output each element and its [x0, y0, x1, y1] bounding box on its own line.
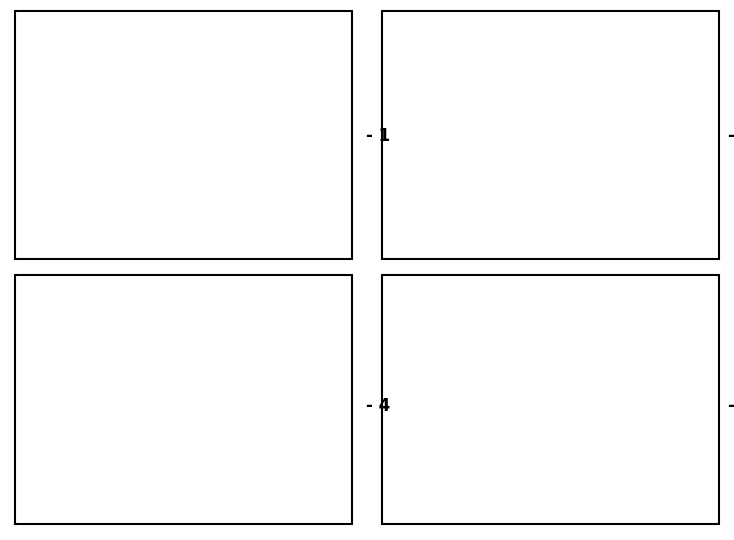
Circle shape [580, 476, 589, 482]
Circle shape [432, 476, 440, 482]
Text: - 6: - 6 [728, 397, 734, 415]
Circle shape [432, 152, 440, 158]
Circle shape [101, 294, 117, 306]
Text: - 4: - 4 [366, 397, 390, 415]
FancyBboxPatch shape [562, 397, 702, 501]
Circle shape [620, 122, 629, 129]
Circle shape [512, 152, 521, 158]
Circle shape [668, 122, 677, 129]
FancyBboxPatch shape [647, 38, 683, 53]
Circle shape [432, 211, 440, 218]
Polygon shape [42, 375, 224, 415]
Circle shape [526, 122, 534, 129]
FancyBboxPatch shape [647, 55, 683, 71]
Circle shape [91, 287, 128, 314]
Circle shape [512, 416, 521, 423]
FancyBboxPatch shape [418, 320, 454, 335]
Polygon shape [0, 36, 217, 239]
Circle shape [161, 49, 200, 77]
FancyBboxPatch shape [647, 302, 683, 318]
Circle shape [675, 152, 683, 158]
Circle shape [479, 387, 487, 393]
Text: 2: 2 [42, 19, 55, 37]
Circle shape [675, 211, 683, 218]
Polygon shape [214, 28, 251, 53]
FancyBboxPatch shape [574, 407, 689, 491]
Circle shape [668, 387, 677, 393]
Circle shape [180, 417, 200, 432]
Polygon shape [184, 375, 224, 494]
Polygon shape [624, 439, 650, 467]
Circle shape [526, 387, 534, 393]
Circle shape [573, 387, 582, 393]
Circle shape [275, 110, 308, 133]
FancyBboxPatch shape [418, 302, 454, 318]
FancyBboxPatch shape [418, 55, 454, 71]
Circle shape [580, 211, 589, 218]
Circle shape [580, 416, 589, 423]
Circle shape [284, 116, 299, 127]
Polygon shape [557, 293, 706, 504]
Polygon shape [469, 439, 495, 467]
Polygon shape [409, 293, 544, 504]
FancyBboxPatch shape [647, 320, 683, 335]
Circle shape [183, 364, 197, 375]
Circle shape [172, 57, 189, 69]
Text: 3: 3 [137, 57, 149, 75]
Circle shape [183, 389, 197, 400]
FancyBboxPatch shape [413, 133, 539, 237]
FancyBboxPatch shape [426, 407, 527, 491]
Circle shape [512, 211, 521, 218]
Circle shape [675, 476, 683, 482]
Text: B R O N C O: B R O N C O [608, 181, 655, 188]
FancyBboxPatch shape [418, 38, 454, 53]
Text: B R O N C O: B R O N C O [453, 181, 500, 188]
Circle shape [620, 387, 629, 393]
Circle shape [479, 122, 487, 129]
FancyBboxPatch shape [426, 143, 527, 227]
Circle shape [432, 387, 440, 393]
FancyBboxPatch shape [562, 133, 702, 237]
Circle shape [573, 122, 582, 129]
Polygon shape [42, 415, 184, 494]
Polygon shape [167, 305, 211, 457]
Polygon shape [409, 28, 544, 239]
FancyBboxPatch shape [230, 110, 285, 138]
Circle shape [675, 416, 683, 423]
Circle shape [432, 122, 440, 129]
FancyBboxPatch shape [574, 143, 689, 227]
Circle shape [183, 340, 197, 350]
FancyBboxPatch shape [413, 397, 539, 501]
Circle shape [580, 152, 589, 158]
Text: - 5: - 5 [728, 127, 734, 145]
Circle shape [432, 416, 440, 423]
Text: - 1: - 1 [366, 127, 390, 145]
Circle shape [512, 476, 521, 482]
Polygon shape [557, 28, 706, 239]
